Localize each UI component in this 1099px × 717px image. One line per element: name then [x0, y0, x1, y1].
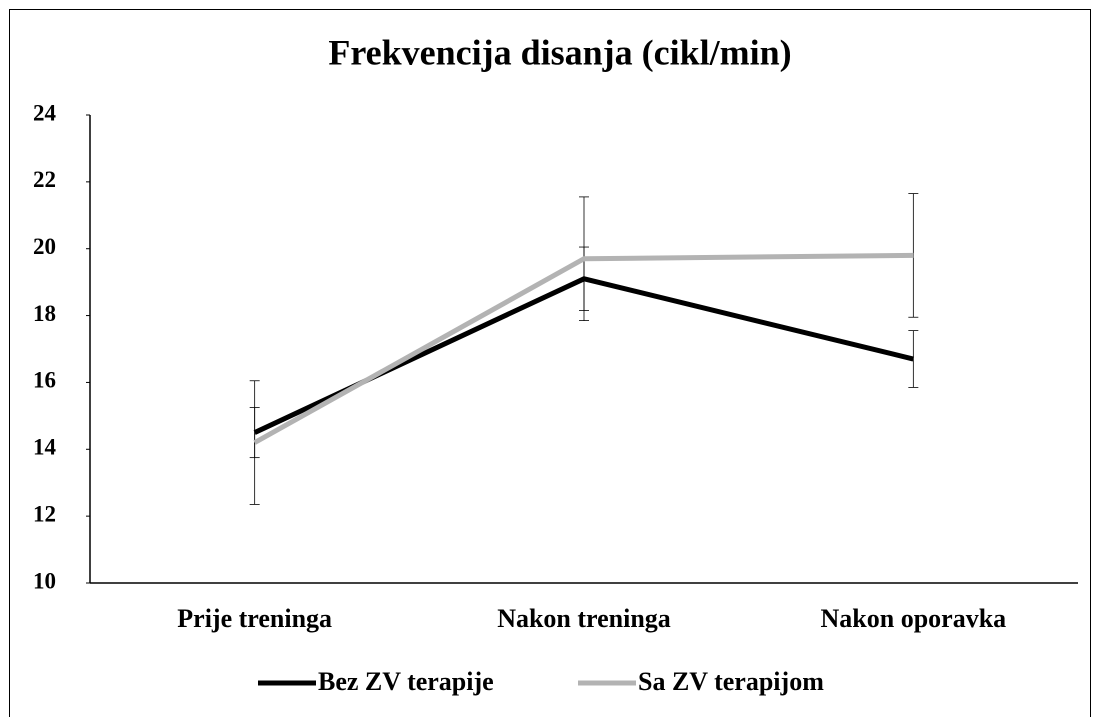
x-tick-label: Prije treninga	[177, 604, 332, 633]
series-line	[253, 252, 914, 445]
x-tick-label: Nakon oporavka	[821, 604, 1007, 633]
x-tick-label: Nakon treninga	[497, 604, 671, 633]
y-tick-label: 18	[33, 301, 56, 326]
y-tick-label: 14	[33, 435, 57, 460]
y-tick-label: 24	[33, 100, 57, 125]
legend-label: Sa ZV terapijom	[638, 667, 824, 696]
chart-title: Frekvencija disanja (cikl/min)	[328, 32, 791, 72]
legend-label: Bez ZV terapije	[318, 667, 494, 696]
y-tick-label: 10	[33, 568, 56, 593]
y-tick-label: 12	[33, 501, 56, 526]
chart-frame	[9, 9, 1091, 717]
y-tick-label: 20	[33, 234, 56, 259]
y-tick-label: 16	[33, 368, 56, 393]
y-tick-label: 22	[33, 167, 56, 192]
